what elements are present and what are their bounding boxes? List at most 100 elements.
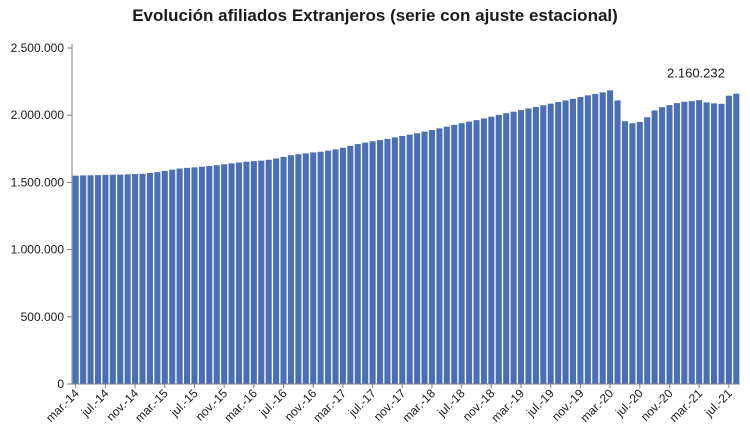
bar [503,113,510,385]
bar [414,133,421,384]
bar [577,97,584,384]
bar [117,174,124,384]
bar [347,145,354,384]
bar [636,121,643,385]
bar [436,128,443,384]
bar [228,163,235,384]
bar [644,117,651,384]
bar [176,168,183,384]
bar [265,159,272,384]
bar [599,92,606,384]
x-tick-label: mar.-18 [399,386,438,425]
bar [139,173,146,384]
bar [569,98,577,385]
bar [243,161,250,384]
data-label: 2.160.232 [667,66,725,81]
bar [169,169,176,384]
bar [317,151,324,384]
bar [94,175,102,384]
y-tick-label: 1.500.000 [11,175,65,189]
bar [146,172,153,384]
bar [510,111,517,385]
bar [302,153,309,384]
bar [339,147,346,384]
bar [525,108,532,384]
bar [287,155,294,384]
bar [725,95,732,385]
bar [532,106,539,385]
bar [495,114,502,385]
x-tick-label: jul.-21 [701,386,735,420]
bar [518,110,525,384]
bar [80,175,87,384]
bar [540,105,547,384]
bar [473,120,480,385]
bar [221,164,228,384]
bar [406,134,413,384]
bar [555,102,562,384]
x-tick-label: mar.-20 [578,386,617,425]
bar [325,150,332,384]
bar [102,174,109,384]
annotations: 2.160.232 [667,66,725,81]
bar [710,103,718,385]
bar [466,121,473,385]
bar [280,156,287,384]
bar [480,118,487,385]
bar [659,107,666,384]
y-tick-label: 0 [57,377,64,391]
chart-title: Evolución afiliados Extranjeros (serie c… [132,6,618,25]
y-tick-label: 2.500.000 [11,41,65,55]
bar [443,126,450,385]
bar [451,124,458,384]
bar [206,166,213,384]
bar [124,174,131,384]
bar [391,137,398,384]
bar [332,149,339,384]
bar [362,142,369,384]
x-tick-label: mar.-19 [488,386,527,425]
bar [354,144,361,384]
y-tick-label: 1.000.000 [11,243,65,257]
bar [584,95,591,384]
bar [250,161,257,384]
bars [72,90,740,385]
bar [592,93,599,385]
bar [488,116,495,385]
bar [703,102,710,385]
bar [607,90,614,384]
bar [733,93,740,384]
bar [673,103,680,384]
y-axis: 0 500.000 1.000.000 1.500.000 2.000.000 2.500… [11,41,73,391]
bar [696,100,703,385]
bar [651,110,658,384]
bar [213,165,220,384]
bar [273,158,280,384]
bar [184,167,191,384]
bar [369,141,376,384]
bar [399,136,406,384]
bar [681,101,688,384]
x-tick-label: mar.-14 [43,386,82,425]
bar [72,175,79,384]
bar [198,166,205,384]
bar [154,172,161,384]
bar [421,131,428,384]
bar [132,174,139,384]
bar [109,174,116,384]
y-tick-label: 2.000.000 [11,108,65,122]
bar [458,123,465,384]
bar [688,101,695,384]
bar [258,160,265,384]
bar [235,162,243,384]
bar [562,100,569,385]
bar [310,152,317,384]
x-axis: mar.-14jul.-14nov.-14mar.-15jul.-15nov.-… [43,383,740,425]
bar [547,103,554,384]
bar [614,100,621,385]
bar [384,138,391,384]
y-tick-label: 500.000 [21,310,65,324]
bar [428,129,436,384]
bar [87,175,94,384]
